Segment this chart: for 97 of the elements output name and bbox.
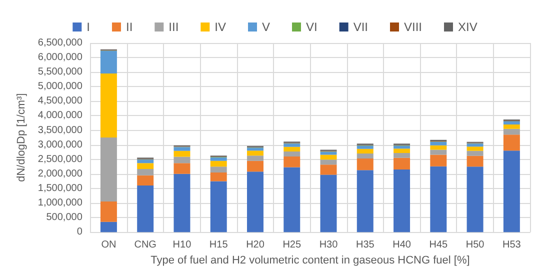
legend-label: II: [126, 20, 133, 34]
bar: [430, 154, 447, 166]
y-tick-label: 1,500,000: [38, 182, 83, 194]
y-tick-label: 500,000: [46, 212, 83, 224]
bar: [466, 166, 484, 232]
y-tick-label: 5,500,000: [38, 66, 83, 78]
x-tick-label: H20: [246, 240, 265, 251]
bar: [503, 134, 520, 151]
bar: [100, 138, 117, 202]
y-tick-label: 1,000,000: [38, 198, 83, 209]
bar: [210, 181, 227, 232]
bar: [394, 170, 410, 232]
bar: [503, 128, 520, 135]
bar: [503, 150, 520, 232]
x-tick-label: H50: [466, 240, 485, 251]
bar: [247, 156, 264, 161]
bar: [356, 146, 374, 149]
y-tick-label: 4,000,000: [38, 110, 83, 122]
x-tick-label: ON: [101, 240, 116, 251]
bar: [394, 152, 410, 158]
y-tick-label: 6,500,000: [38, 38, 83, 48]
y-tick-label: 3,000,000: [38, 139, 83, 150]
bar: [356, 158, 374, 170]
y-tick-label: 5,000,000: [38, 81, 83, 92]
legend-label: III: [168, 20, 179, 34]
legend-label: VI: [306, 20, 318, 34]
bar: [210, 172, 227, 182]
bar: [356, 154, 374, 158]
bar: [284, 156, 300, 168]
x-tick-label: H15: [209, 240, 228, 251]
bar: [430, 142, 447, 146]
y-tick-label: 0: [76, 226, 83, 238]
bar: [100, 222, 117, 232]
bar: [430, 166, 447, 232]
bar: [430, 145, 447, 150]
legend-label: IV: [214, 20, 226, 34]
x-tick-label: H53: [502, 240, 522, 251]
bar: [356, 148, 374, 154]
bar: [466, 150, 484, 156]
bar: [174, 150, 190, 157]
legend-label: VII: [353, 20, 368, 34]
bar: [503, 124, 520, 129]
bar: [100, 74, 117, 138]
y-tick-label: 6,000,000: [38, 52, 83, 64]
bar: [247, 148, 264, 151]
bar: [320, 152, 337, 155]
bar: [320, 164, 337, 175]
bar: [137, 160, 154, 164]
bar: [100, 50, 117, 74]
bar: [174, 174, 190, 232]
x-tick-label: H10: [172, 240, 192, 251]
bar: [466, 156, 484, 167]
bar: [210, 160, 227, 167]
bar: [174, 147, 190, 151]
bar: [394, 148, 410, 153]
bar: [247, 150, 264, 156]
x-tick-label: H35: [356, 240, 375, 251]
bar: [466, 144, 484, 147]
bar: [320, 174, 337, 232]
x-axis-title: Type of fuel and H2 volumetric content in gaseous HCNG fuel [%]: [150, 254, 470, 266]
bar: [137, 186, 154, 232]
bar: [137, 163, 154, 169]
bar: [356, 170, 374, 232]
bar: [430, 150, 447, 155]
bar: [320, 154, 337, 160]
bar: [247, 160, 264, 172]
y-tick-label: 2,500,000: [38, 154, 83, 165]
bar: [174, 163, 190, 174]
y-tick-label: 3,500,000: [38, 124, 83, 136]
bar: [284, 167, 300, 232]
bar: [394, 146, 410, 149]
bar: [137, 175, 154, 186]
bar: [210, 157, 227, 161]
bar: [466, 146, 484, 151]
bar: [100, 202, 117, 222]
y-tick-label: 2,000,000: [38, 168, 83, 180]
bar: [394, 158, 410, 170]
y-axis-title: dN/dlogDp [1/cm³]: [16, 93, 28, 182]
x-tick-label: CNG: [134, 240, 157, 251]
x-tick-label: H25: [282, 240, 302, 251]
x-tick-label: H45: [429, 240, 448, 251]
bar: [320, 160, 337, 165]
bar: [247, 172, 264, 232]
bar: [503, 122, 520, 124]
bar: [284, 152, 300, 156]
legend-label: I: [86, 20, 90, 34]
legend-label: VIII: [404, 20, 422, 34]
bar: [210, 166, 227, 172]
x-tick-label: H30: [319, 240, 338, 251]
bar: [284, 144, 300, 147]
bar: [174, 156, 190, 164]
legend-label: XIV: [458, 20, 478, 34]
legend-label: V: [262, 20, 270, 34]
y-tick-label: 4,500,000: [38, 96, 83, 107]
bar: [137, 168, 154, 176]
bar: [284, 146, 300, 152]
x-tick-label: H40: [392, 240, 412, 251]
